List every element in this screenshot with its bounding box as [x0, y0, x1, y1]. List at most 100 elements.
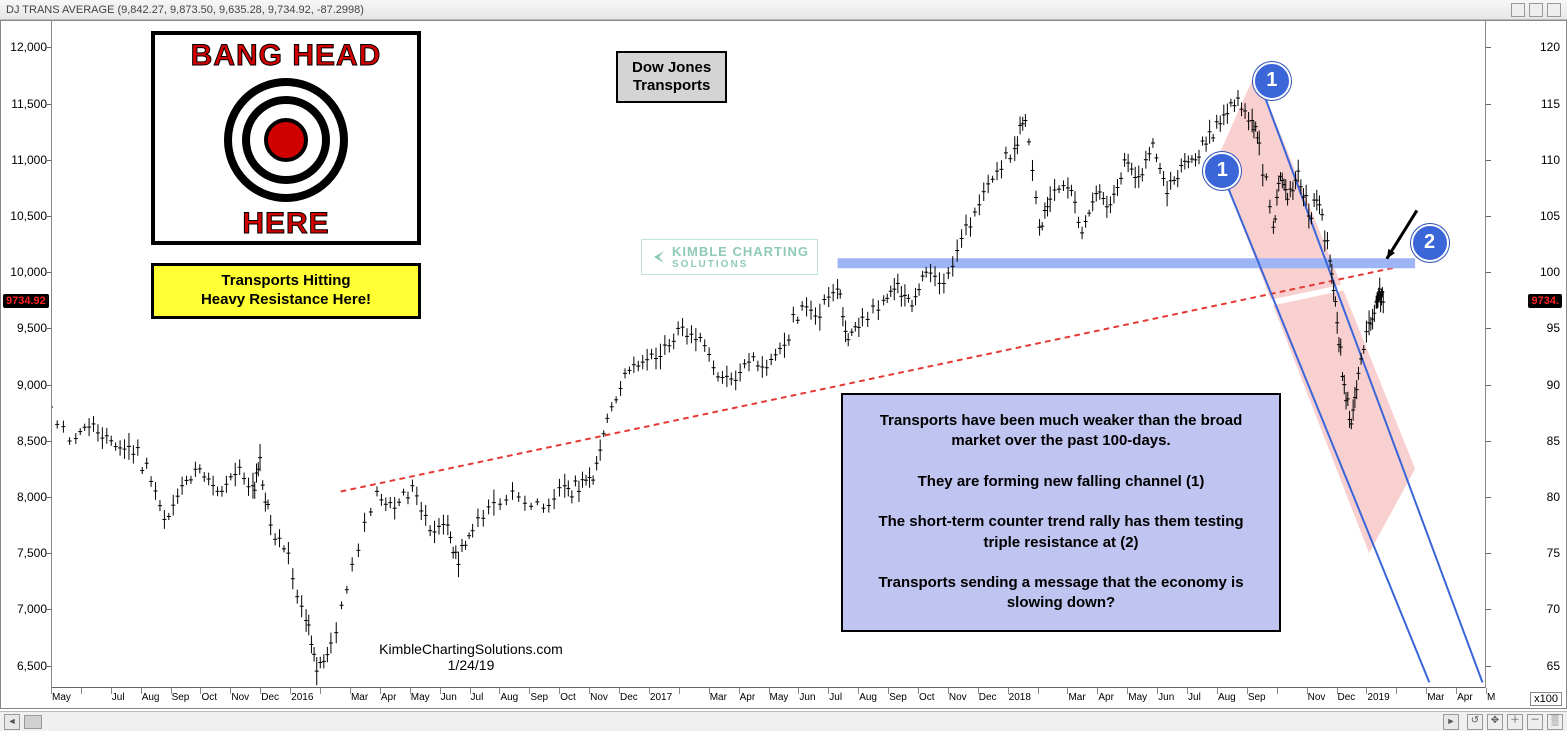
- x-tick-label: Sep: [1248, 692, 1266, 703]
- x-tick-label: M: [1487, 692, 1495, 703]
- watermark-line2: SOLUTIONS: [672, 259, 809, 270]
- x-tick-label: Apr: [381, 692, 397, 703]
- x-tick-label: Jul: [471, 692, 484, 703]
- x-tick-label: 2016: [291, 692, 313, 703]
- caption-yellow-box: Transports Hitting Heavy Resistance Here…: [151, 263, 421, 319]
- chart-title-box: Dow Jones Transports: [616, 51, 727, 103]
- y-tick-right: 90: [1547, 378, 1560, 392]
- scroll-thumb[interactable]: [24, 715, 42, 729]
- bottom-scrollbar: ◄ ► ↺ ✥ ＋ － ▒: [0, 711, 1567, 731]
- x-tick-label: Dec: [620, 692, 638, 703]
- tool-reset-icon[interactable]: ↺: [1467, 714, 1483, 730]
- x-tick-label: Jun: [1158, 692, 1174, 703]
- y-tick-left: 10,000: [3, 265, 47, 279]
- bang-head-graphic: BANG HEAD HERE: [151, 31, 421, 245]
- yellow-line2: Heavy Resistance Here!: [164, 291, 408, 310]
- x-tick-label: May: [1128, 692, 1147, 703]
- x-tick-label: Dec: [979, 692, 997, 703]
- x-tick-label: Apr: [1457, 692, 1473, 703]
- tool-zoomin-icon[interactable]: ＋: [1507, 714, 1523, 730]
- attribution-line2: 1/24/19: [341, 657, 601, 673]
- x-axis: May Jul Aug Sep Oct Nov Dec 2016 Mar Apr May Jun Jul…: [51, 687, 1486, 708]
- commentary-p4: Transports sending a message that the ec…: [861, 573, 1261, 614]
- watermark-text: KIMBLE CHARTING SOLUTIONS: [672, 244, 809, 270]
- x-tick-label: Apr: [740, 692, 756, 703]
- x-tick-label: Nov: [949, 692, 967, 703]
- marker-2: 2: [1411, 224, 1449, 262]
- x-tick-label: Oct: [919, 692, 935, 703]
- y-tick-left: 11,000: [3, 153, 47, 167]
- x-tick-label: 2018: [1009, 692, 1031, 703]
- x-tick-label: Nov: [590, 692, 608, 703]
- x-tick-label: May: [411, 692, 430, 703]
- x-tick-label: Sep: [172, 692, 190, 703]
- y-tick-right: 70: [1547, 602, 1560, 616]
- x-tick-label: 2017: [650, 692, 672, 703]
- toolbar-icons: ↺ ✥ ＋ － ▒: [1467, 714, 1563, 730]
- y-tick-right: 120: [1540, 40, 1560, 54]
- y-tick-right: 115: [1541, 97, 1560, 111]
- chart-title-line2: Transports: [632, 77, 711, 95]
- scroll-right-arrow[interactable]: ►: [1443, 714, 1459, 730]
- current-price-tag-right: 9734.: [1528, 294, 1562, 308]
- y-tick-left: 9,500: [3, 321, 47, 335]
- marker-1-upper: 1: [1253, 62, 1291, 100]
- attribution: KimbleChartingSolutions.com 1/24/19: [341, 641, 601, 673]
- tool-settings-icon[interactable]: ▒: [1547, 714, 1563, 730]
- window-icon-3[interactable]: [1547, 3, 1561, 17]
- x-tick-label: Jun: [799, 692, 815, 703]
- watermark: KIMBLE CHARTING SOLUTIONS: [641, 239, 818, 275]
- scroll-left-arrow[interactable]: ◄: [4, 714, 20, 730]
- y-tick-left: 10,500: [3, 209, 47, 223]
- x-tick-label: Jul: [829, 692, 842, 703]
- y-tick-left: 12,000: [3, 40, 47, 54]
- x-tick-label: Aug: [859, 692, 877, 703]
- x-tick-label: Jun: [441, 692, 457, 703]
- x-tick-label: Aug: [142, 692, 160, 703]
- y-tick-left: 8,000: [3, 490, 47, 504]
- window-icon-1[interactable]: [1511, 3, 1525, 17]
- y-tick-left: 7,000: [3, 602, 47, 616]
- y-tick-right: 75: [1547, 546, 1560, 560]
- chart-window: DJ TRANS AVERAGE (9,842.27, 9,873.50, 9,…: [0, 0, 1567, 731]
- marker-1-lower: 1: [1203, 152, 1241, 190]
- x-tick-label: Mar: [710, 692, 727, 703]
- bang-head-line2: HERE: [159, 209, 413, 239]
- tool-zoomout-icon[interactable]: －: [1527, 714, 1543, 730]
- x-tick-label: Dec: [1338, 692, 1356, 703]
- y-tick-left: 7,500: [3, 546, 47, 560]
- x-tick-label: Mar: [351, 692, 368, 703]
- x-tick-label: Oct: [560, 692, 576, 703]
- y-tick-right: 65: [1547, 659, 1560, 673]
- x-tick-label: Dec: [261, 692, 279, 703]
- window-title-bar: DJ TRANS AVERAGE (9,842.27, 9,873.50, 9,…: [0, 0, 1567, 20]
- x-tick-label: Sep: [530, 692, 548, 703]
- chart-plot-area[interactable]: 12,000 11,500 11,000 10,500 10,000 9,500 9,000…: [0, 20, 1567, 709]
- x-tick-label: Aug: [1218, 692, 1236, 703]
- scroll-track[interactable]: [24, 715, 1439, 729]
- current-price-tag-left: 9734.92: [3, 294, 49, 308]
- y-tick-left: 8,500: [3, 434, 47, 448]
- window-icon-2[interactable]: [1529, 3, 1543, 17]
- x-tick-label: Apr: [1098, 692, 1114, 703]
- y-tick-right: 80: [1547, 490, 1560, 504]
- x-tick-label: Aug: [500, 692, 518, 703]
- tool-move-icon[interactable]: ✥: [1487, 714, 1503, 730]
- x-tick-label: Jul: [1188, 692, 1201, 703]
- yellow-line1: Transports Hitting: [164, 272, 408, 291]
- commentary-p1: Transports have been much weaker than th…: [861, 411, 1261, 452]
- commentary-p3: The short-term counter trend rally has t…: [861, 512, 1261, 553]
- x-tick-label: Nov: [1308, 692, 1326, 703]
- y-tick-left: 11,500: [3, 97, 47, 111]
- chart-title-line1: Dow Jones: [632, 59, 711, 77]
- y-tick-right: 100: [1540, 265, 1560, 279]
- window-title-text: DJ TRANS AVERAGE (9,842.27, 9,873.50, 9,…: [6, 4, 364, 16]
- x-tick-label: May: [52, 692, 71, 703]
- y-tick-left: 9,000: [3, 378, 47, 392]
- x-tick-label: Mar: [1427, 692, 1444, 703]
- y-tick-left: 6,500: [3, 659, 47, 673]
- x-tick-label: 2019: [1367, 692, 1389, 703]
- watermark-line1: KIMBLE CHARTING: [672, 244, 809, 259]
- x-tick-label: Sep: [889, 692, 907, 703]
- commentary-box: Transports have been much weaker than th…: [841, 393, 1281, 632]
